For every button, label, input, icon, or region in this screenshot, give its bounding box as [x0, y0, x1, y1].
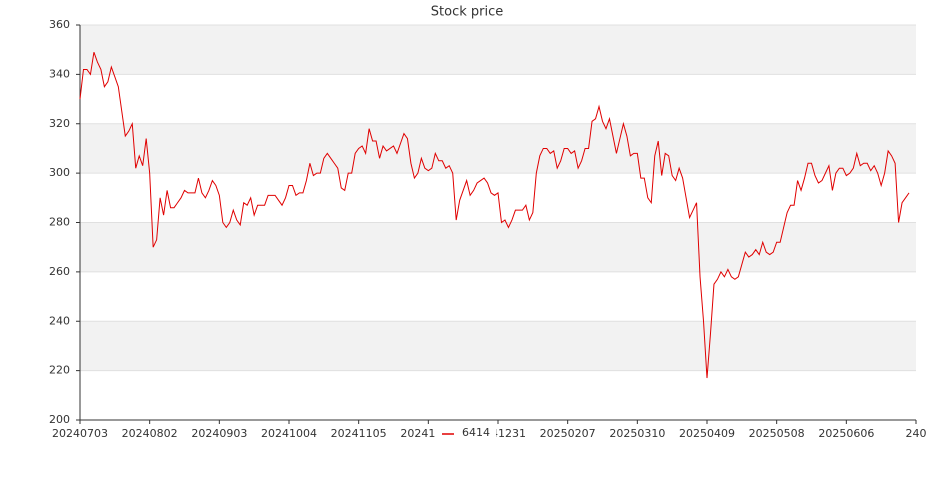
y-tick-label: 300: [49, 166, 70, 179]
y-tick-label: 240: [49, 314, 70, 327]
x-tick-label: 20240802: [122, 427, 178, 440]
y-tick-label: 220: [49, 364, 70, 377]
x-tick-label: 20250606: [818, 427, 874, 440]
x-tick-label: 20241004: [261, 427, 317, 440]
x-tick-label: 20250508: [749, 427, 805, 440]
x-tick-label: 20250310: [609, 427, 665, 440]
grid-band: [80, 25, 916, 75]
legend-box: [436, 424, 496, 442]
y-tick-label: 200: [49, 413, 70, 426]
x-tick-label: 20240703: [52, 427, 108, 440]
y-tick-label: 340: [49, 67, 70, 80]
x-tick-label: 20240903: [191, 427, 247, 440]
y-tick-label: 360: [49, 18, 70, 31]
y-tick-label: 260: [49, 265, 70, 278]
x-tick-label: 20241105: [331, 427, 387, 440]
grid-band: [80, 321, 916, 371]
grid-band: [80, 222, 916, 272]
grid-band: [80, 123, 916, 174]
x-tick-label: 20250409: [679, 427, 735, 440]
y-tick-label: 320: [49, 117, 70, 130]
x-tick-label: 20250207: [540, 427, 596, 440]
legend-label: 6414: [462, 426, 490, 439]
line: [79, 51, 910, 379]
x-tick-label: 240: [906, 427, 927, 440]
chart-title: Stock price: [431, 5, 503, 20]
y-tick-label: 280: [49, 216, 70, 229]
